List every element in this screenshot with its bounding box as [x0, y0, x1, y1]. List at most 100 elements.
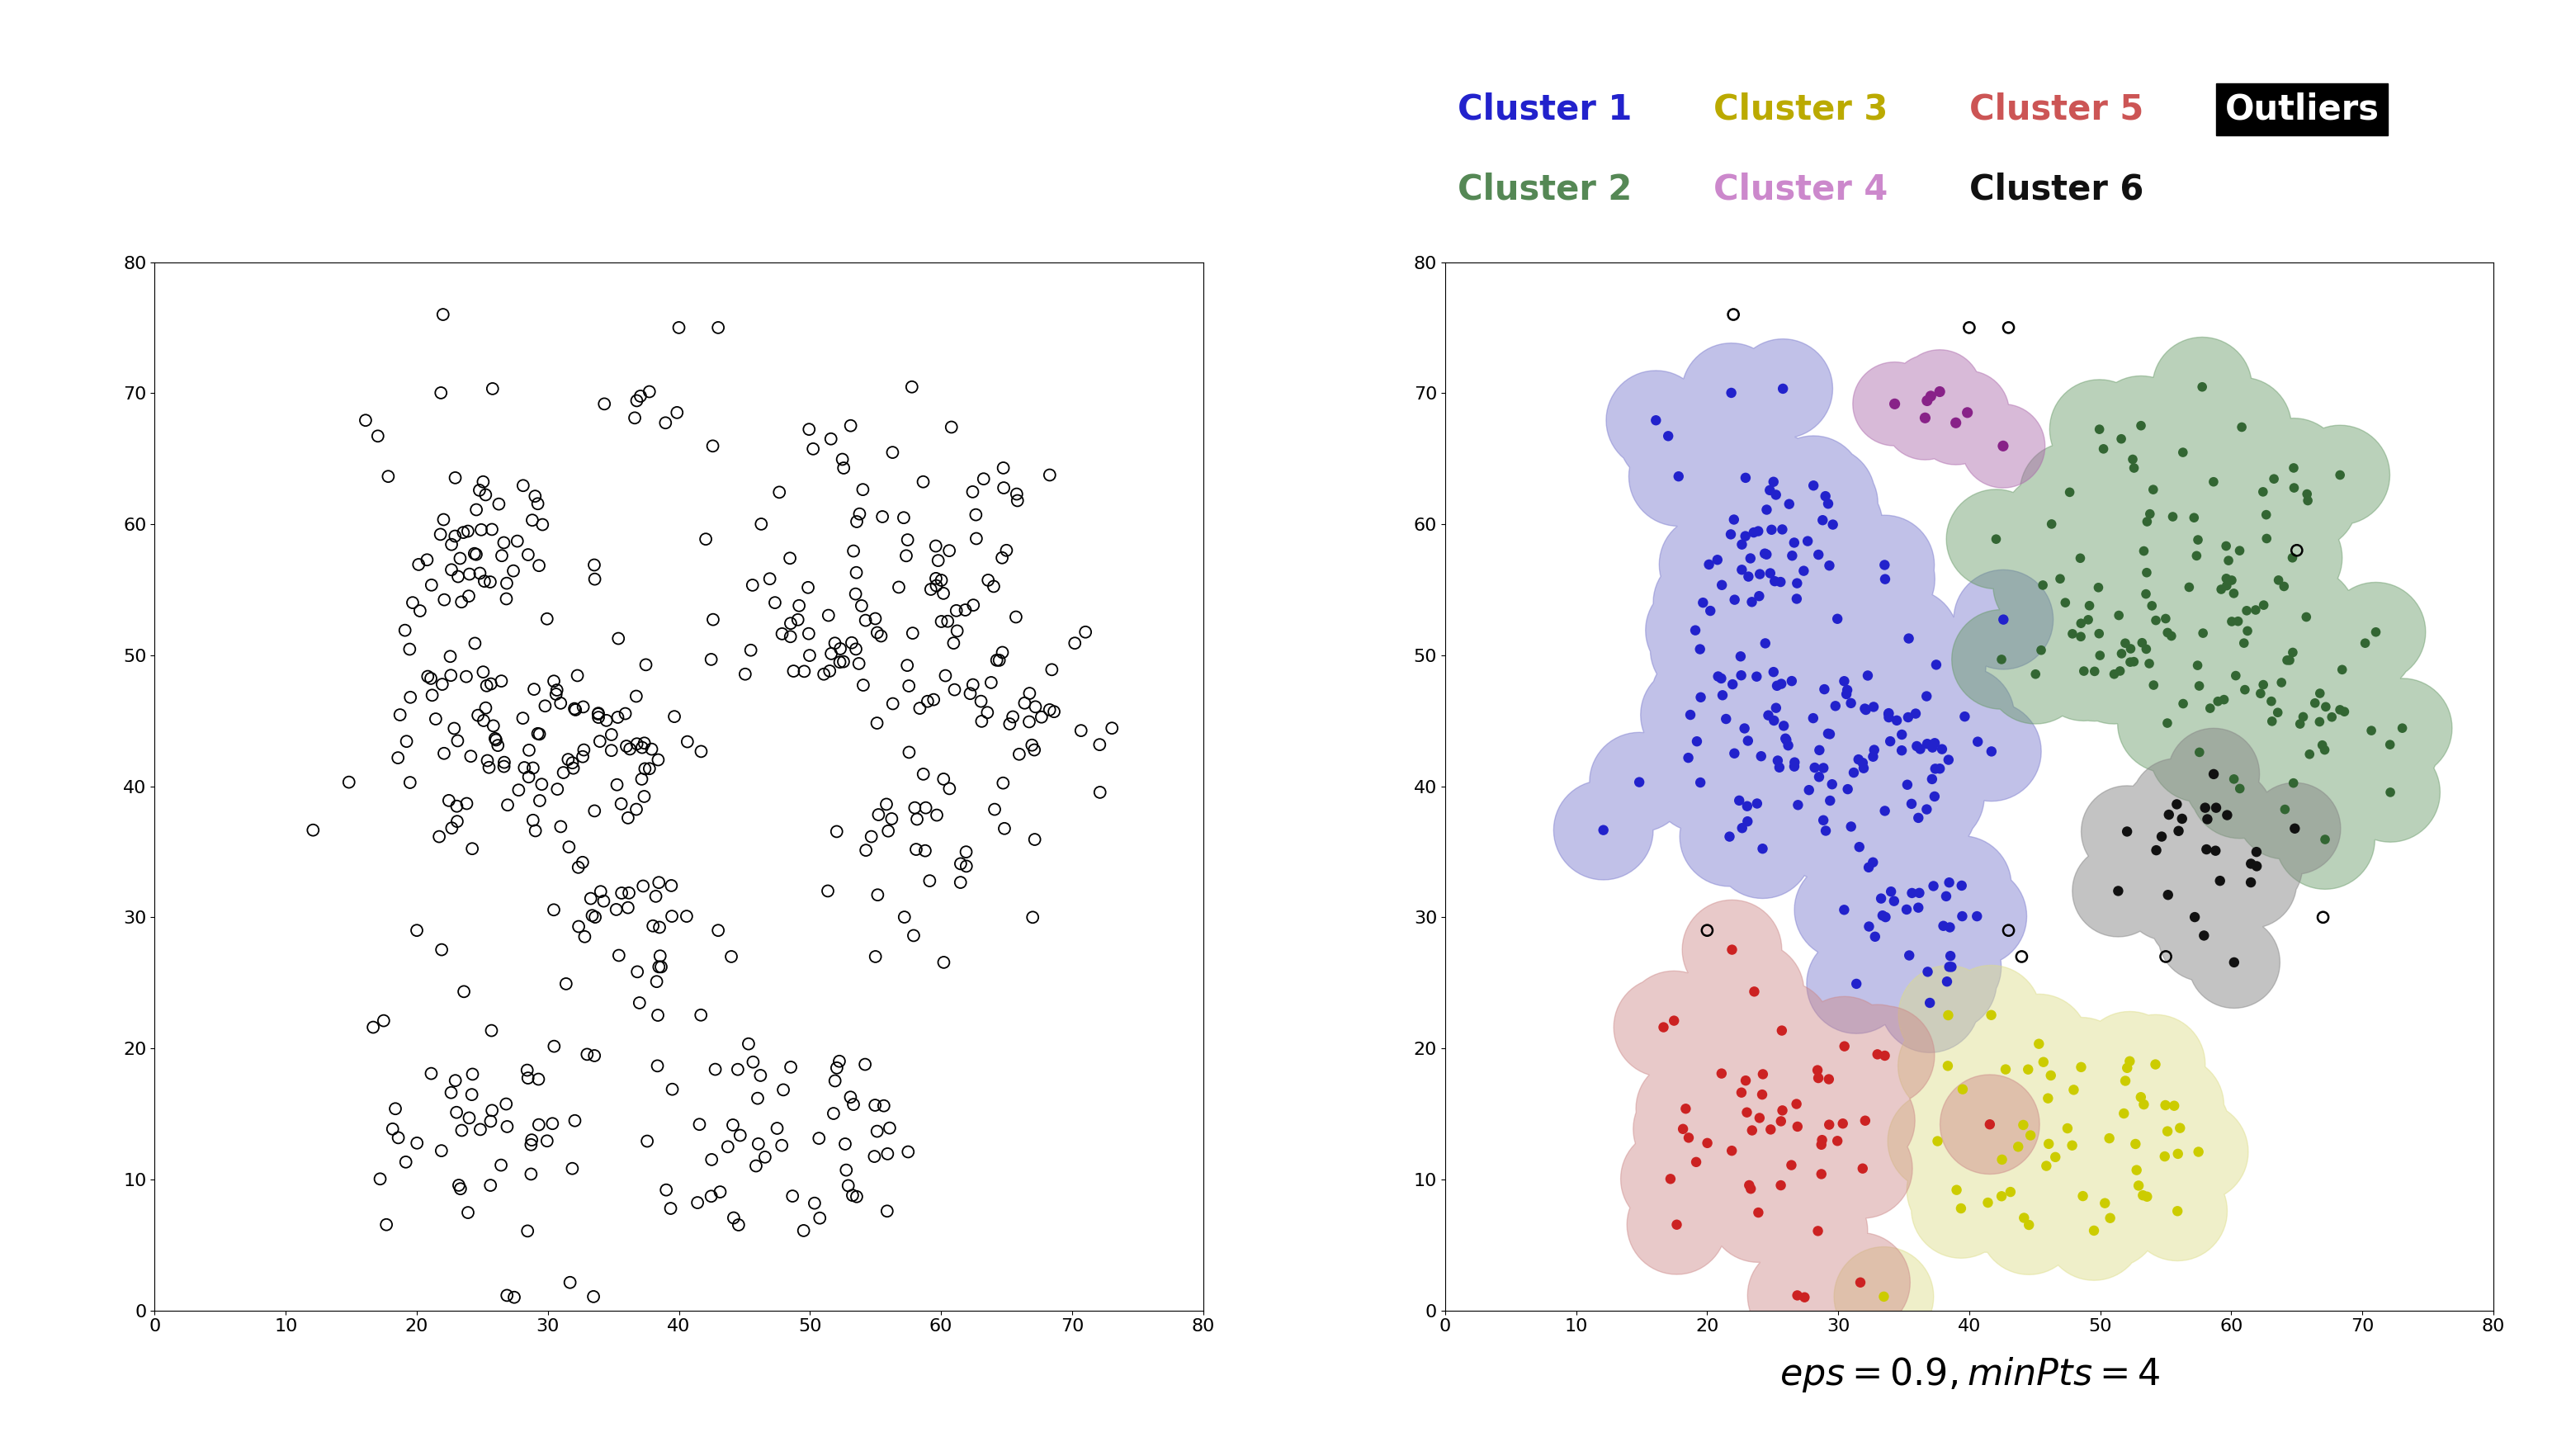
- Point: [1890, 792, 1931, 815]
- Point: [555, 699, 596, 722]
- Point: [607, 895, 648, 919]
- Point: [1841, 1271, 1882, 1294]
- Point: [424, 741, 465, 764]
- Point: [1743, 837, 1784, 860]
- Point: [1982, 648, 2023, 671]
- Point: [962, 709, 1003, 732]
- Point: [2193, 470, 2234, 494]
- Point: [2234, 598, 2275, 622]
- Point: [2286, 482, 2327, 505]
- Point: [928, 610, 969, 633]
- Point: [2275, 817, 2316, 840]
- Point: [1710, 381, 1751, 405]
- Point: [1792, 706, 1833, 729]
- Point: [494, 559, 535, 582]
- Point: [2239, 681, 2280, 705]
- Point: [1774, 531, 1815, 555]
- Point: [828, 1174, 869, 1197]
- Point: [851, 826, 892, 849]
- Point: [712, 1114, 753, 1137]
- Point: [905, 839, 946, 862]
- Point: [2350, 719, 2391, 743]
- Point: [650, 874, 692, 897]
- Point: [455, 632, 496, 655]
- Point: [411, 1061, 452, 1085]
- Point: [2147, 884, 2188, 907]
- Point: [450, 744, 491, 767]
- Point: [635, 885, 676, 909]
- Point: [764, 1079, 805, 1102]
- Point: [1028, 463, 1070, 486]
- Point: [1797, 1066, 1838, 1089]
- Point: [591, 738, 632, 761]
- Point: [458, 479, 499, 502]
- Point: [486, 572, 527, 596]
- Point: [1720, 664, 1761, 687]
- Point: [653, 705, 694, 728]
- Point: [578, 706, 620, 729]
- Point: [2126, 561, 2167, 584]
- Point: [432, 817, 473, 840]
- Point: [483, 751, 524, 775]
- Point: [1936, 411, 1977, 434]
- Polygon shape: [1941, 1075, 2039, 1174]
- Point: [1807, 492, 1849, 515]
- Point: [1949, 316, 1990, 339]
- Point: [1730, 1118, 1771, 1142]
- Point: [761, 622, 802, 645]
- Point: [1905, 684, 1946, 708]
- Point: [892, 622, 933, 645]
- Point: [447, 792, 488, 815]
- Point: [926, 664, 967, 687]
- Point: [532, 898, 573, 922]
- Point: [573, 553, 614, 577]
- Point: [432, 533, 473, 556]
- Point: [1797, 543, 1838, 566]
- Point: [2124, 539, 2165, 562]
- Point: [494, 1286, 535, 1309]
- Point: [2322, 658, 2363, 681]
- Point: [730, 639, 771, 662]
- Point: [1034, 700, 1075, 724]
- Point: [2021, 639, 2062, 662]
- Point: [468, 756, 509, 779]
- Point: [1882, 738, 1923, 761]
- Point: [437, 1101, 478, 1124]
- Point: [396, 919, 437, 942]
- Point: [882, 507, 923, 530]
- Point: [1005, 692, 1046, 715]
- Point: [2070, 594, 2111, 617]
- Point: [1957, 729, 1998, 753]
- Point: [381, 703, 422, 727]
- Point: [1946, 400, 1987, 424]
- Point: [2298, 681, 2340, 705]
- Point: [596, 773, 638, 796]
- Point: [486, 794, 527, 817]
- Point: [1656, 1213, 1697, 1236]
- Point: [499, 779, 540, 802]
- Point: [2106, 820, 2147, 843]
- Point: [1769, 734, 1810, 757]
- Point: [995, 482, 1036, 505]
- Point: [679, 1112, 720, 1136]
- Point: [1823, 898, 1864, 922]
- Point: [638, 1054, 679, 1077]
- Point: [1730, 1176, 1771, 1200]
- Point: [540, 815, 581, 839]
- Point: [954, 594, 995, 617]
- Point: [941, 852, 982, 875]
- Point: [1969, 1112, 2011, 1136]
- Point: [897, 808, 938, 831]
- Point: [1648, 424, 1689, 447]
- Point: [951, 673, 992, 696]
- Point: [581, 879, 622, 903]
- Point: [1748, 703, 1789, 727]
- Point: [2137, 609, 2178, 632]
- Point: [463, 709, 504, 732]
- Point: [2250, 690, 2291, 713]
- Point: [2298, 711, 2340, 734]
- Point: [2101, 660, 2142, 683]
- Point: [1784, 559, 1825, 582]
- Point: [483, 754, 524, 778]
- Point: [846, 839, 887, 862]
